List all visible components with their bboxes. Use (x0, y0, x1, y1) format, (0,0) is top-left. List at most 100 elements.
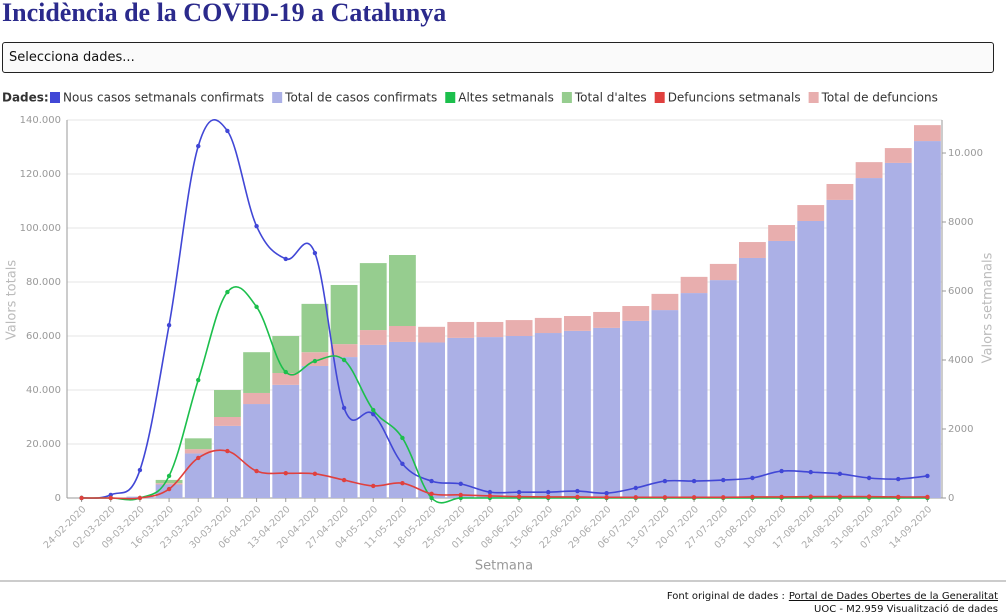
bar (389, 255, 416, 327)
line-point (283, 369, 288, 375)
line-point (458, 481, 463, 487)
legend-title: Dades: (2, 91, 49, 105)
line-point (312, 250, 318, 256)
bar (359, 344, 387, 498)
line-point (691, 495, 697, 500)
bar (272, 384, 300, 498)
line-point (896, 494, 901, 500)
line-point (662, 478, 668, 484)
line-point (721, 495, 726, 500)
bar (214, 390, 241, 417)
bar (884, 162, 912, 498)
line (81, 449, 928, 500)
bar (243, 392, 270, 405)
line-point (429, 495, 434, 501)
y2-tick-label: 8000 (948, 217, 973, 228)
bar (709, 263, 737, 281)
bar (155, 483, 183, 485)
bar (214, 417, 241, 426)
bar (855, 162, 883, 179)
bar (505, 320, 533, 336)
legend-swatch (50, 92, 60, 103)
bar (622, 306, 650, 321)
line-point (137, 495, 143, 501)
y-tick-label: 40.000 (26, 385, 61, 396)
line-point (429, 491, 434, 497)
line-point (166, 486, 172, 492)
bar (330, 284, 358, 345)
line-point (225, 128, 230, 134)
line-point (371, 483, 376, 489)
legend-label: Total d'altes (574, 91, 647, 105)
bar (651, 293, 679, 311)
line-point (341, 357, 347, 363)
line-point (312, 471, 318, 477)
credit: UOC - M2.959 Visualització de dades (814, 603, 998, 615)
legend-label: Total de casos confirmats (284, 91, 437, 105)
line-point (604, 490, 609, 496)
bar (184, 438, 212, 450)
line-point (341, 477, 347, 483)
line-point (458, 492, 463, 498)
bar (709, 280, 737, 498)
bar (476, 321, 504, 338)
legend-label: Nous casos setmanals confirmats (63, 91, 264, 105)
line-point (575, 488, 580, 494)
y-tick-label: 140.000 (20, 115, 61, 126)
line-point (866, 494, 872, 499)
bar (447, 337, 475, 498)
line-point (371, 407, 376, 413)
line-point (837, 494, 843, 499)
line-point (516, 494, 522, 499)
line-point (371, 411, 376, 417)
bar (359, 330, 387, 345)
bar (914, 125, 941, 142)
bar (330, 344, 358, 358)
line-point (750, 494, 755, 500)
legend-label: Defuncions setmanals (668, 91, 801, 105)
legend-swatch (561, 92, 572, 103)
line-point (808, 494, 813, 499)
bar (505, 336, 533, 498)
source-link[interactable]: Portal de Dades Obertes de la Generalita… (789, 591, 998, 602)
bar (739, 242, 766, 258)
line-point (429, 478, 434, 484)
bar (184, 449, 212, 454)
bar (855, 178, 883, 499)
bar (593, 311, 620, 328)
bar (739, 257, 766, 498)
line-point (721, 477, 726, 483)
line-point (779, 494, 784, 500)
line-point (196, 143, 201, 149)
bar (447, 321, 475, 338)
bar (155, 484, 183, 498)
y2-axis-label: Valors setmanals (981, 252, 996, 363)
bar (797, 220, 825, 499)
bar (301, 303, 329, 353)
line-point (254, 304, 259, 310)
bar (243, 352, 270, 393)
bar (476, 337, 504, 498)
legend-swatch (808, 92, 819, 103)
line-point (283, 470, 288, 476)
y2-tick-label: 2000 (948, 424, 973, 435)
y2-tick-label: 10.000 (948, 148, 983, 159)
line-point (546, 489, 551, 495)
bar (884, 148, 912, 163)
bar (680, 276, 708, 294)
bar (564, 330, 591, 498)
data-selector[interactable]: Selecciona dades... (2, 42, 994, 73)
line-point (896, 476, 901, 482)
y-tick-label: 100.000 (20, 223, 61, 234)
line-point (108, 492, 113, 498)
line-point (866, 475, 872, 481)
line-point (254, 468, 259, 474)
legend-swatch (445, 92, 456, 103)
y-tick-label: 80.000 (26, 277, 61, 288)
line-point (341, 405, 347, 411)
bar (184, 453, 212, 498)
line-point (546, 494, 551, 500)
bar (651, 310, 679, 498)
line-point (487, 489, 493, 495)
